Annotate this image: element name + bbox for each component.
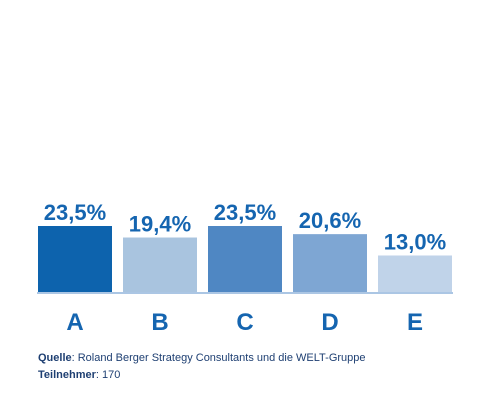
category-label-b: B — [151, 309, 168, 336]
bar-a — [38, 226, 112, 292]
category-labels-group: A B C D E — [66, 309, 423, 336]
bars-group — [38, 226, 452, 292]
category-label-c: C — [236, 309, 253, 336]
category-label-e: E — [407, 309, 423, 336]
category-label-a: A — [66, 309, 83, 336]
source-note: Quelle: Roland Berger Strategy Consultan… — [38, 352, 366, 364]
value-label-a: 23,5% — [44, 200, 106, 225]
bar-d — [293, 234, 367, 292]
source-label: Quelle — [38, 352, 72, 364]
participants-text: : 170 — [95, 369, 121, 381]
value-label-e: 13,0% — [384, 229, 446, 254]
value-label-d: 20,6% — [299, 208, 361, 233]
source-text: : Roland Berger Strategy Consultants und… — [71, 352, 366, 364]
value-labels-group: 23,5% 19,4% 23,5% 20,6% 13,0% — [44, 200, 446, 254]
bar-e — [378, 255, 452, 292]
category-label-d: D — [321, 309, 338, 336]
bar-b — [123, 237, 197, 292]
value-label-c: 23,5% — [214, 200, 276, 225]
bar-c — [208, 226, 282, 292]
participants-label: Teilnehmer — [38, 369, 96, 381]
value-label-b: 19,4% — [129, 212, 191, 237]
participants-note: Teilnehmer: 170 — [38, 369, 120, 381]
